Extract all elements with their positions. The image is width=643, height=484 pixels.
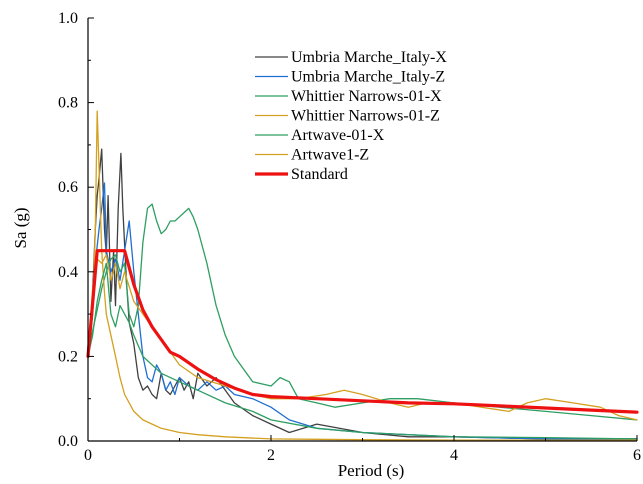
series-line-5	[87, 262, 638, 440]
series-line-4	[87, 110, 638, 441]
y-tick-label: 0.8	[58, 95, 78, 112]
x-tick-label: 4	[450, 447, 458, 464]
series-line-7	[86, 249, 639, 414]
legend-label: Whittier Narrows-01-X	[291, 88, 442, 105]
series-line-2	[87, 182, 638, 440]
axes-layer: 0 2 4 6 0.0 0.2 0.4 0.6 0.8 1.0	[58, 10, 641, 464]
y-tick-label: 0.4	[58, 264, 78, 281]
y-axis-label: Sa (g)	[11, 207, 30, 248]
series-layer	[86, 110, 639, 441]
series-line-1	[87, 148, 638, 440]
legend-label: Artwave1-Z	[291, 147, 369, 164]
legend-label: Umbria Marche_Italy-X	[291, 49, 447, 66]
x-tick-label: 2	[267, 447, 275, 464]
legend-label: Whittier Narrows-01-Z	[291, 108, 440, 125]
x-tick-label: 0	[84, 447, 92, 464]
series-line-3	[87, 203, 638, 421]
y-tick-label: 1.0	[58, 10, 78, 27]
y-tick-label: 0.6	[58, 179, 78, 196]
legend: Umbria Marche_Italy-X Umbria Marche_Italy…	[255, 49, 447, 183]
x-axis-label: Period (s)	[338, 461, 405, 480]
y-tick-label: 0.2	[58, 348, 78, 365]
x-tick-label: 6	[633, 447, 641, 464]
legend-label: Artwave-01-X	[291, 127, 385, 144]
legend-label: Umbria Marche_Italy-Z	[291, 69, 445, 86]
series-line-6	[87, 254, 638, 421]
legend-label: Standard	[291, 166, 348, 183]
y-tick-label: 0.0	[58, 433, 78, 450]
